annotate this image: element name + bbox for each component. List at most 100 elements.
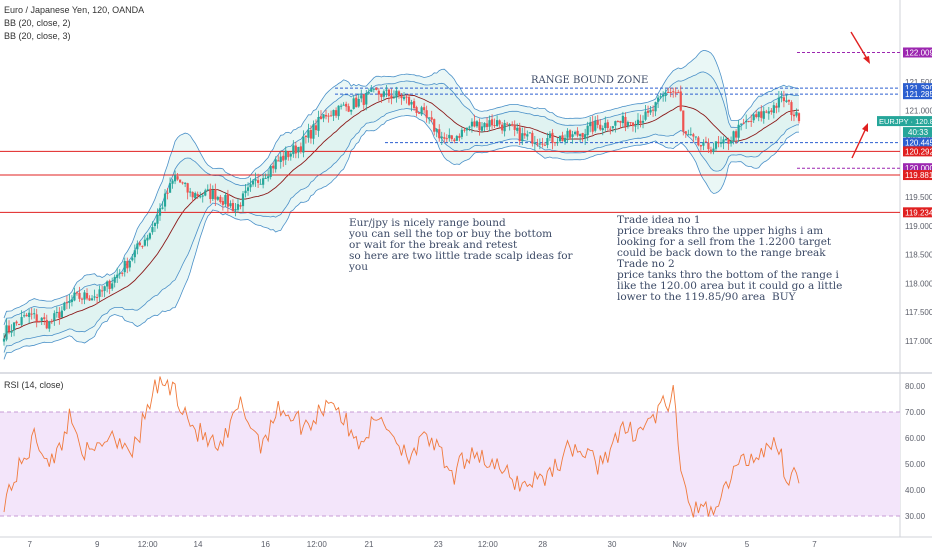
candle-body: [591, 121, 594, 132]
rsi-legend[interactable]: RSI (14, close): [4, 380, 64, 390]
bb1-legend[interactable]: BB (20, close, 2): [4, 18, 71, 28]
candle-body: [322, 114, 325, 119]
candle-body: [33, 313, 36, 315]
candle-body: [483, 123, 486, 128]
candle-body: [88, 298, 91, 301]
countdown-badge: [903, 127, 932, 138]
candle-body: [55, 312, 58, 314]
candle-body: [669, 92, 672, 94]
candle-body: [649, 109, 652, 113]
candle-body: [35, 314, 38, 322]
candle-body: [573, 131, 577, 135]
candle-body: [106, 281, 109, 287]
candle-body: [141, 245, 144, 247]
candle-body: [475, 121, 479, 127]
price-level-badge: [903, 170, 932, 181]
candle-body: [332, 110, 335, 116]
candle-body: [254, 179, 257, 181]
candle-body: [23, 315, 26, 317]
candle-body: [53, 313, 56, 321]
buy-arrow: [851, 125, 868, 159]
candle-body: [126, 261, 129, 269]
candle-body: [714, 141, 718, 149]
price-level-badge: [903, 146, 932, 157]
time-tick-label: 21: [365, 540, 374, 549]
candle-body: [777, 97, 780, 108]
candle-body: [473, 121, 476, 127]
price-tick-label: 121.000: [905, 107, 932, 116]
range-zone-label: RANGE BOUND ZONE: [531, 75, 649, 86]
candle-body: [103, 286, 106, 291]
candle-body: [407, 96, 411, 105]
symbol-legend[interactable]: Euro / Japanese Yen, 120, OANDA: [4, 5, 145, 15]
candle-body: [402, 96, 406, 100]
time-tick-label: 28: [538, 540, 547, 549]
candle-body: [551, 132, 554, 143]
candle-body: [63, 302, 66, 311]
candle-body: [757, 111, 760, 118]
time-tick-label: 5: [745, 540, 750, 549]
rsi-tick-label: 50.00: [905, 460, 926, 469]
candle-body: [531, 132, 534, 144]
candle-body: [83, 292, 86, 300]
time-tick-label: 23: [434, 540, 443, 549]
candle-body: [342, 104, 345, 106]
candle-body: [317, 117, 320, 131]
candle-body: [116, 274, 119, 278]
candle-body: [533, 142, 536, 144]
candle-body: [498, 120, 501, 125]
price-tick-label: 118.000: [905, 279, 932, 288]
candle-body: [7, 325, 11, 332]
candle-body: [589, 122, 592, 127]
candle-body: [146, 237, 149, 241]
candle-body: [528, 132, 531, 134]
time-tick-label: 12:00: [307, 540, 328, 549]
countdown-label: 40:33: [908, 128, 929, 137]
candle-body: [367, 92, 370, 94]
time-tick-label: 14: [194, 540, 203, 549]
candle-body: [25, 314, 28, 317]
candle-body: [518, 127, 521, 142]
candle-body: [511, 124, 514, 126]
candle-body: [239, 205, 242, 207]
candle-body: [760, 111, 763, 118]
candle-body: [571, 134, 574, 137]
candle-body: [251, 180, 255, 185]
candle-body: [609, 128, 612, 130]
candle-body: [400, 95, 403, 99]
candle-body: [634, 125, 637, 127]
candle-body: [455, 136, 458, 141]
price-level-label: 121.285: [905, 90, 932, 99]
candle-body: [418, 112, 421, 114]
price-level-label: 121.390: [905, 84, 932, 93]
rsi-tick-label: 40.00: [905, 486, 926, 495]
candle-body: [45, 319, 48, 329]
candle-body: [10, 330, 13, 333]
candle-body: [390, 95, 393, 99]
last-price-badge: [877, 116, 932, 127]
rsi-tick-label: 70.00: [905, 408, 926, 417]
analysis-note: Eur/jpy is nicely range bound you can se…: [349, 217, 573, 273]
candle-body: [262, 178, 265, 185]
price-level-badge: [903, 163, 932, 174]
candle-body: [319, 116, 323, 119]
candle-body: [334, 110, 338, 116]
candle-body: [699, 145, 702, 147]
candle-body: [480, 126, 484, 131]
candle-body: [485, 123, 489, 128]
bb2-legend[interactable]: BB (20, close, 3): [4, 31, 71, 41]
candle-body: [95, 297, 99, 299]
candle-body: [362, 94, 365, 105]
candle-body: [629, 122, 632, 124]
candle-body: [732, 131, 735, 141]
candle-body: [755, 114, 758, 117]
candle-body: [468, 126, 471, 128]
time-tick-label: Nov: [672, 540, 686, 549]
candle-body: [548, 133, 552, 138]
candle-body: [664, 92, 667, 96]
candle-body: [279, 156, 282, 162]
candle-body: [370, 89, 373, 92]
candle-body: [762, 111, 765, 119]
candle-body: [712, 148, 715, 153]
